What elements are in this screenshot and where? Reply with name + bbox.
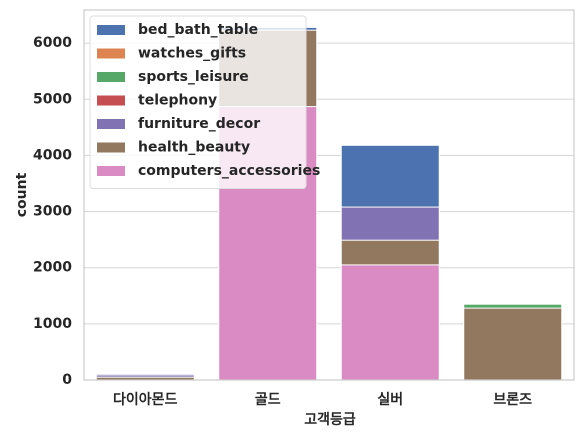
legend-swatch	[97, 119, 125, 129]
legend-swatch	[97, 48, 125, 59]
x-tick-label: 다이아몬드	[113, 391, 178, 408]
legend-label: telephony	[138, 93, 217, 109]
bar	[340, 264, 440, 381]
y-tick-label: 6000	[33, 35, 72, 51]
legend: bed_bath_table watches_gifts sports_leisur…	[89, 15, 320, 189]
legend-label: furniture_decor	[138, 116, 260, 132]
y-axis-label: count	[14, 172, 30, 217]
y-tick-label: 5000	[33, 91, 72, 107]
x-tick-label: 브론즈	[493, 392, 532, 408]
plot-frame	[83, 9, 575, 381]
legend-label: sports_leisure	[138, 69, 249, 85]
y-tick-label: 3000	[33, 204, 72, 220]
x-tick-label: 실버	[377, 391, 403, 408]
y-tick-label: 1000	[33, 316, 72, 332]
y-tick-label: 4000	[33, 147, 72, 163]
legend-box	[89, 15, 307, 189]
legend-label: watches_gifts	[138, 46, 246, 62]
legend-swatch	[97, 166, 125, 176]
legend-label: computers_accessories	[138, 163, 320, 179]
y-tick-label: 2000	[33, 260, 72, 276]
legend-label: bed_bath_table	[138, 22, 258, 38]
legend-swatch	[97, 25, 125, 35]
legend-swatch	[97, 95, 125, 106]
x-tick-label: 골드	[255, 392, 281, 408]
y-tick-label: 0	[62, 372, 72, 388]
bar	[463, 307, 563, 381]
legend-swatch	[97, 142, 125, 153]
legend-swatch	[97, 72, 125, 82]
x-axis-label: 고객등급	[304, 411, 356, 428]
legend-label: health_beauty	[138, 140, 250, 156]
